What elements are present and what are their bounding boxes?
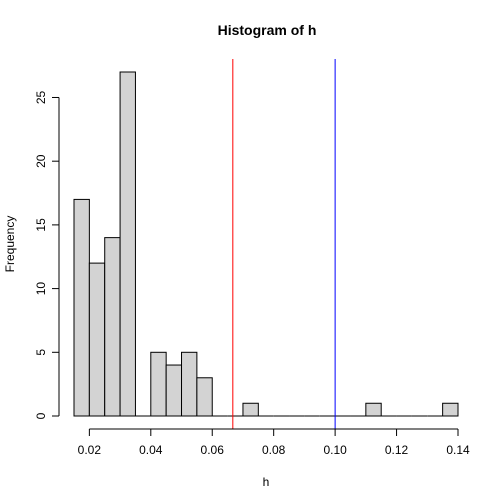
histogram-bar xyxy=(365,402,382,417)
bars-layer xyxy=(73,71,459,417)
histogram-bar xyxy=(150,351,167,417)
x-tick-label: 0.02 xyxy=(78,443,102,457)
histogram-bar xyxy=(442,402,459,417)
y-tick-label: 10 xyxy=(34,282,48,296)
x-tick-label: 0.12 xyxy=(385,443,409,457)
x-tick-label: 0.08 xyxy=(262,443,286,457)
histogram-bar xyxy=(73,198,90,417)
reference-lines xyxy=(232,59,336,429)
histogram-bar xyxy=(181,351,198,417)
y-tick-label: 25 xyxy=(34,90,48,104)
y-tick-label: 5 xyxy=(34,349,48,356)
x-tick-label: 0.04 xyxy=(139,443,163,457)
chart-title: Histogram of h xyxy=(218,22,317,38)
histogram-bar xyxy=(165,364,183,417)
histogram-bar xyxy=(196,377,213,417)
x-tick-label: 0.10 xyxy=(323,443,347,457)
y-tick-label: 20 xyxy=(34,154,48,168)
histogram-bar xyxy=(104,237,121,417)
x-tick-label: 0.14 xyxy=(446,443,470,457)
histogram-bar xyxy=(242,402,259,417)
x-tick-label: 0.06 xyxy=(201,443,225,457)
y-tick-label: 0 xyxy=(34,412,48,419)
y-axis: 0 5 10 15 20 25 xyxy=(34,90,60,419)
histogram-bar xyxy=(119,71,136,417)
y-tick-label: 15 xyxy=(34,218,48,232)
x-axis: 0.02 0.04 0.06 0.08 0.10 0.12 0.14 xyxy=(78,428,470,457)
histogram-bar xyxy=(88,262,106,417)
x-axis-label: h xyxy=(263,475,270,489)
y-axis-label: Frequency xyxy=(3,216,17,273)
